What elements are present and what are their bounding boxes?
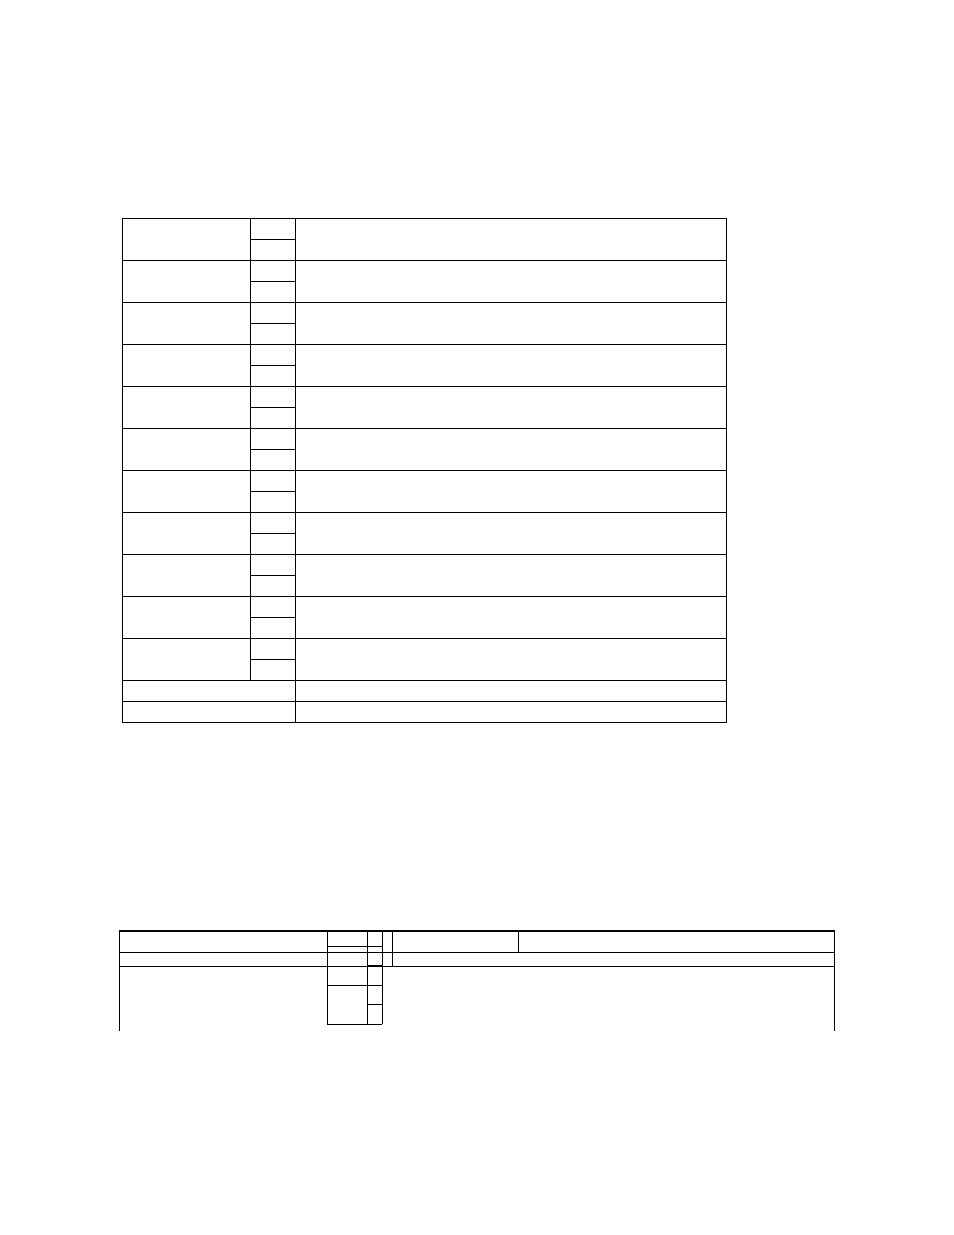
t1-r1-c1 [123, 261, 251, 303]
t1-r4-c3 [295, 387, 726, 429]
t1-r7-c2a [250, 513, 295, 534]
t1-r0-c2a [250, 219, 295, 240]
t1-r5-c2b [250, 450, 295, 471]
table-1 [122, 218, 727, 723]
table-2-body [119, 930, 835, 1031]
t1-r9-c2a [250, 597, 295, 618]
t1-r6-c2a [250, 471, 295, 492]
t1-r0-c2b [250, 240, 295, 261]
t1-r6-c2b [250, 492, 295, 513]
t1-r3-c3 [295, 345, 726, 387]
t1-r7-c3 [295, 513, 726, 555]
t1-r2-c2a [250, 303, 295, 324]
t1-r0-c1 [123, 219, 251, 261]
t1-r2-c1 [123, 303, 251, 345]
t1-r1-c2a [250, 261, 295, 282]
t1-r10-c3 [295, 639, 726, 681]
t1-r10-c2b [250, 660, 295, 681]
t1-r4-c2a [250, 387, 295, 408]
t1-r3-c1 [123, 345, 251, 387]
t1-r0-c3 [295, 219, 726, 261]
t1-r7-c1 [123, 513, 251, 555]
t1-r6-c1 [123, 471, 251, 513]
t1-r4-c1 [123, 387, 251, 429]
t1-r9-c1 [123, 597, 251, 639]
t1-r1-c3 [295, 261, 726, 303]
t1-r8-c2a [250, 555, 295, 576]
table-2-wrapper [119, 931, 835, 1031]
t1-r1-c2b [250, 282, 295, 303]
t1-r5-c3 [295, 429, 726, 471]
t1-f1-c2 [295, 702, 726, 723]
t1-f1-c1 [123, 702, 296, 723]
t1-r9-c3 [295, 597, 726, 639]
t1-r8-c1 [123, 555, 251, 597]
t1-r10-c1 [123, 639, 251, 681]
t1-f0-c1 [123, 681, 296, 702]
t1-r4-c2b [250, 408, 295, 429]
t1-r3-c2b [250, 366, 295, 387]
t1-r6-c3 [295, 471, 726, 513]
t1-r7-c2b [250, 534, 295, 555]
t1-r5-c2a [250, 429, 295, 450]
t1-r8-c3 [295, 555, 726, 597]
t1-r8-c2b [250, 576, 295, 597]
t1-r2-c2b [250, 324, 295, 345]
t1-r3-c2a [250, 345, 295, 366]
t1-r9-c2b [250, 618, 295, 639]
t1-f0-c2 [295, 681, 726, 702]
t1-r10-c2a [250, 639, 295, 660]
t1-r5-c1 [123, 429, 251, 471]
t1-r2-c3 [295, 303, 726, 345]
